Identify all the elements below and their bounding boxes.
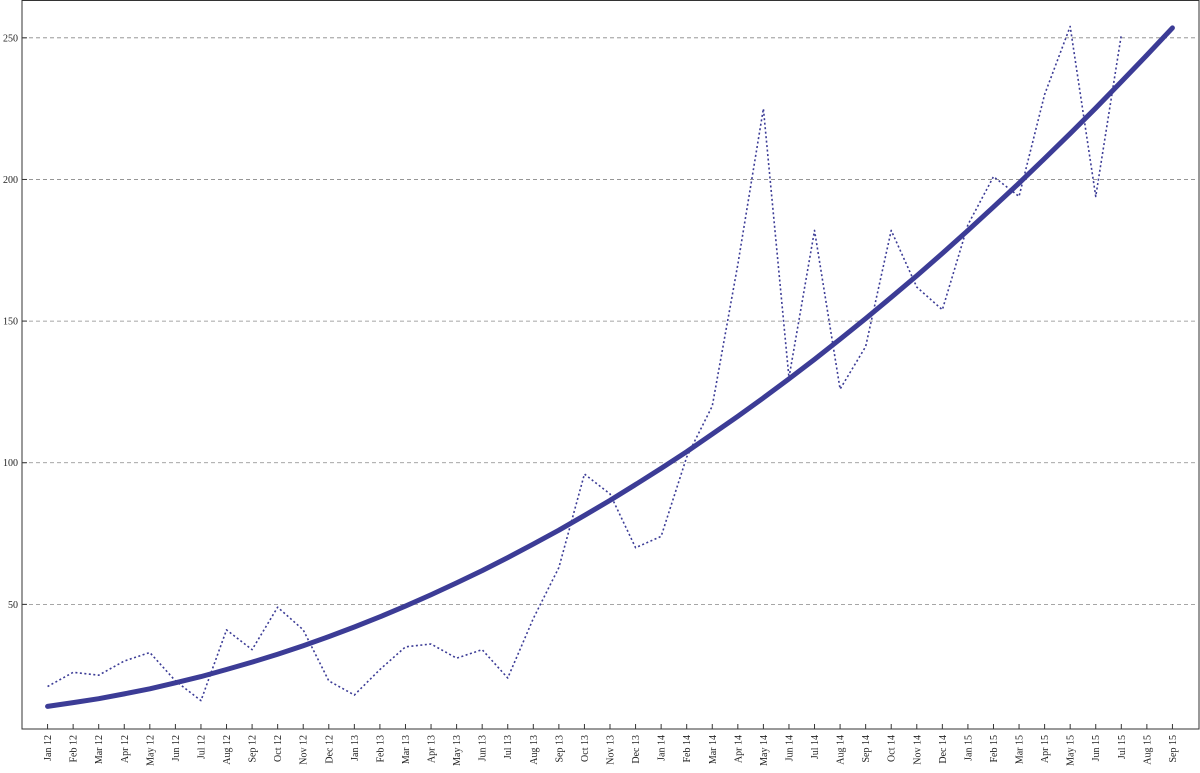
x-tick-label: Sep 13	[554, 735, 565, 763]
x-tick-label: Sep 15	[1168, 735, 1179, 763]
x-tick-label: Mar 15	[1015, 735, 1026, 764]
x-tick-label: Nov 14	[912, 735, 923, 765]
x-tick-label: Apr 15	[1040, 735, 1051, 763]
x-tick-label: Jul 14	[810, 735, 821, 759]
x-tick-label: May 15	[1066, 735, 1077, 766]
x-tick-label: Jan 12	[43, 735, 54, 761]
y-tick-label: 100	[3, 458, 18, 469]
x-tick-label: Sep 12	[248, 735, 259, 763]
y-tick-label: 50	[8, 600, 18, 611]
series-line	[45, 25, 1175, 709]
y-tick-label: 150	[3, 317, 18, 328]
x-tick-label: Dec 13	[631, 735, 642, 764]
x-tick-label: Mar 13	[401, 735, 412, 764]
x-tick-label: Mar 14	[708, 735, 719, 764]
x-tick-label: Feb 12	[69, 735, 80, 763]
x-tick-label: Nov 12	[299, 735, 310, 765]
x-tick-label: May 13	[452, 735, 463, 766]
x-tick-label: Feb 13	[375, 735, 386, 763]
x-tick-label: May 14	[759, 735, 770, 766]
y-tick-label: 250	[3, 33, 18, 44]
x-tick-label: Oct 12	[273, 735, 284, 762]
x-tick-label: Jan 13	[350, 735, 361, 761]
x-tick-label: Aug 14	[836, 735, 847, 765]
x-tick-label: May 12	[145, 735, 156, 766]
y-tick-label: 200	[3, 175, 18, 186]
x-tick-label: Jun 14	[784, 735, 795, 761]
x-tick-label: Sep 14	[861, 735, 872, 763]
x-tick-label: Nov 13	[606, 735, 617, 765]
x-tick-label: Oct 13	[580, 735, 591, 762]
plot-frame	[21, 0, 1200, 730]
x-tick-label: Dec 12	[324, 735, 335, 764]
x-tick-label: Apr 13	[427, 735, 438, 763]
x-tick-label: Jun 15	[1091, 735, 1102, 761]
x-tick-label: Jan 14	[657, 735, 668, 761]
x-tick-label: Jun 13	[478, 735, 489, 761]
x-tick-label: Jul 12	[196, 735, 207, 759]
x-tick-label: Jul 15	[1117, 735, 1128, 759]
x-tick-label: Aug 12	[222, 735, 233, 765]
x-tick-label: Oct 14	[887, 735, 898, 762]
x-tick-label: Jun 12	[171, 735, 182, 761]
x-tick-label: Feb 15	[989, 735, 1000, 763]
x-tick-label: Feb 14	[682, 735, 693, 763]
x-tick-label: Aug 15	[1142, 735, 1153, 765]
x-tick-label: Jul 13	[503, 735, 514, 759]
series-line	[47, 25, 1123, 702]
x-tick-label: Aug 13	[529, 735, 540, 765]
x-tick-label: Apr 14	[733, 735, 744, 763]
x-tick-label: Dec 14	[938, 735, 949, 764]
x-tick-label: Apr 12	[120, 735, 131, 763]
x-tick-label: Jan 15	[963, 735, 974, 761]
x-tick-label: Mar 12	[94, 735, 105, 764]
